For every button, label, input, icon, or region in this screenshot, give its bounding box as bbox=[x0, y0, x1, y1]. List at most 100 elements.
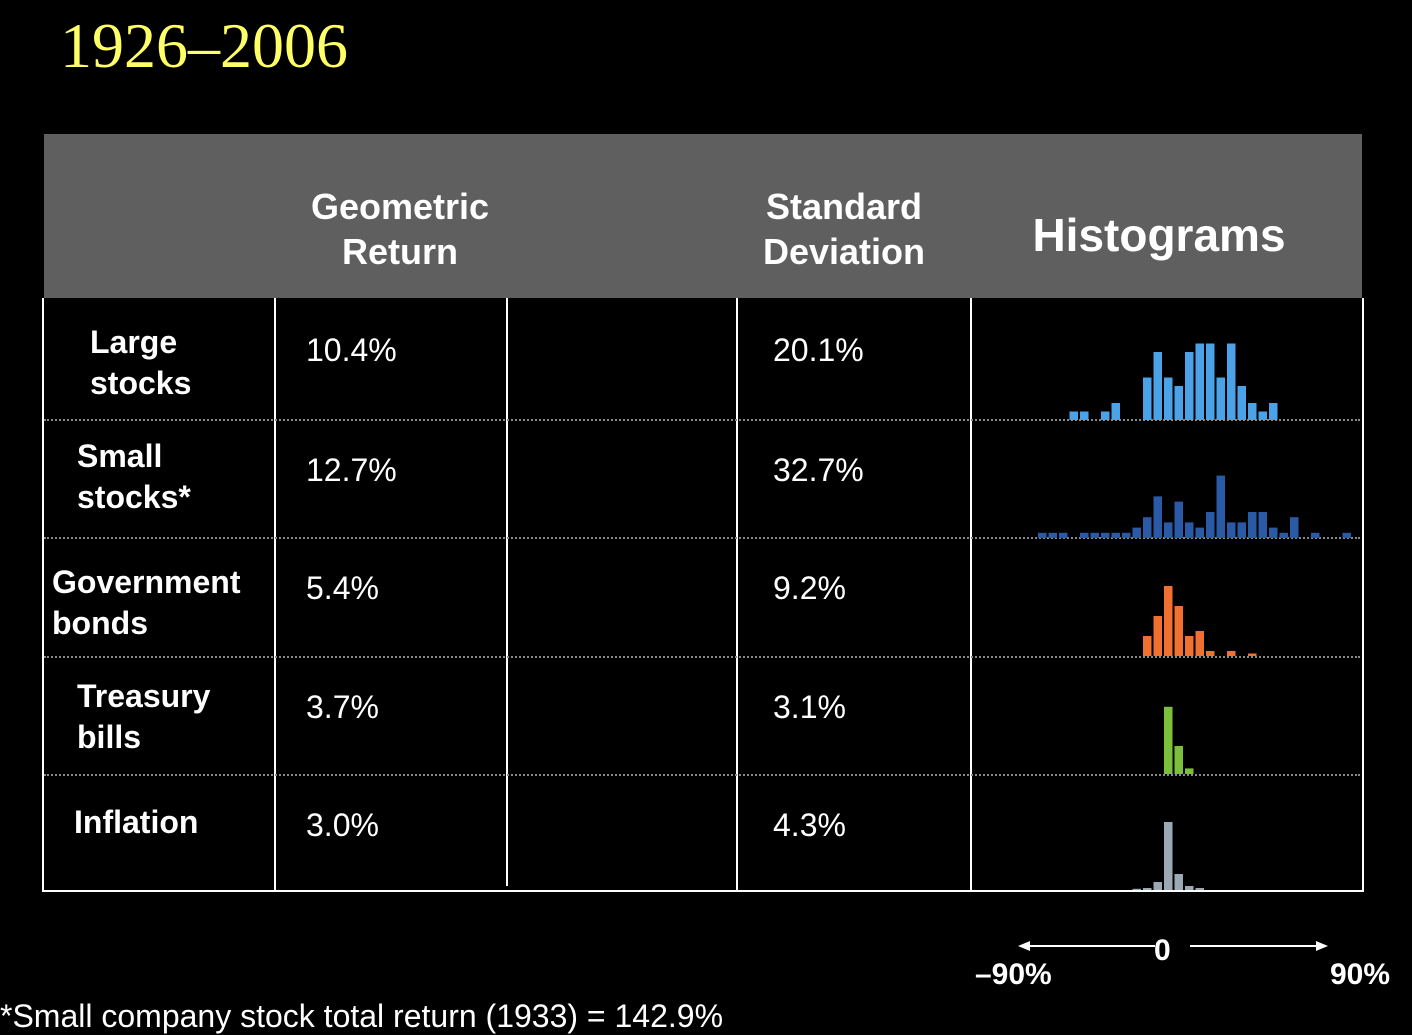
row-label-line: stocks* bbox=[77, 479, 191, 515]
table-body bbox=[42, 298, 1364, 892]
axis-max-label: 90% bbox=[1330, 958, 1391, 991]
row-divider bbox=[44, 774, 1360, 776]
histogram-bar bbox=[1227, 651, 1236, 656]
row-label-line: Inflation bbox=[74, 804, 199, 840]
histogram-bar bbox=[1290, 517, 1299, 538]
footnote: *Small company stock total return (1933)… bbox=[0, 998, 724, 1034]
row-divider bbox=[44, 419, 1360, 421]
std-dev-value: 3.1% bbox=[773, 689, 846, 725]
axis-min-label: –90% bbox=[975, 958, 1052, 991]
histogram-bar bbox=[1248, 653, 1257, 656]
std-dev-value: 32.7% bbox=[773, 452, 864, 488]
histogram-bar bbox=[1206, 343, 1215, 420]
header-histograms: Histograms bbox=[1032, 209, 1286, 261]
histogram-bar bbox=[1164, 706, 1173, 774]
axis-zero-label: 0 bbox=[1154, 934, 1171, 967]
row-label-inflation: Inflation bbox=[74, 802, 198, 843]
histogram-bar bbox=[1164, 586, 1173, 656]
histogram-bar bbox=[1185, 522, 1194, 538]
geometric-return-value: 5.4% bbox=[306, 570, 379, 606]
histogram-bar bbox=[1195, 343, 1204, 420]
histograms-plot bbox=[1038, 343, 1351, 890]
histogram-bar bbox=[1069, 411, 1078, 420]
histogram-bar bbox=[1090, 532, 1099, 538]
arrow-left-icon bbox=[1018, 941, 1030, 951]
histogram-bar bbox=[1143, 377, 1152, 420]
histogram-bar bbox=[1059, 532, 1068, 538]
histogram-bar bbox=[1164, 522, 1173, 538]
histogram-bar bbox=[1195, 888, 1204, 890]
row-label-line: bills bbox=[77, 719, 142, 755]
row-label-treasury-bills: Treasury bills bbox=[77, 676, 210, 758]
histogram-bar bbox=[1216, 475, 1225, 538]
histogram-bar bbox=[1153, 352, 1162, 420]
histogram-bar bbox=[1248, 403, 1257, 420]
histogram-bar bbox=[1101, 532, 1110, 538]
histogram-bar bbox=[1185, 636, 1194, 656]
row-label-line: Government bbox=[52, 564, 241, 600]
histogram-bar bbox=[1143, 888, 1152, 890]
axis-arrows bbox=[1018, 941, 1328, 951]
histogram-bar bbox=[1311, 532, 1320, 538]
histogram-bar bbox=[1185, 768, 1194, 774]
histogram-bar bbox=[1237, 522, 1246, 538]
histogram-bar bbox=[1342, 532, 1351, 538]
row-label-line: stocks bbox=[90, 365, 192, 401]
histogram-bar bbox=[1153, 616, 1162, 656]
geometric-return-value: 3.0% bbox=[306, 807, 379, 843]
histogram-bar bbox=[1164, 822, 1173, 890]
header-std-line2: Deviation bbox=[762, 231, 926, 272]
histogram-bar bbox=[1143, 517, 1152, 538]
histogram-bar bbox=[1174, 501, 1183, 538]
histogram-bar bbox=[1174, 386, 1183, 420]
histogram-bar bbox=[1237, 386, 1246, 420]
column-divider bbox=[970, 298, 972, 890]
geometric-return-value: 12.7% bbox=[306, 452, 397, 488]
histogram-bar bbox=[1164, 377, 1173, 420]
column-divider bbox=[274, 298, 276, 890]
histogram-bar bbox=[1269, 527, 1278, 538]
table-header: Geometric Return Standard Deviation Hist… bbox=[44, 134, 1362, 298]
histogram-bar bbox=[1080, 411, 1089, 420]
histogram-bar bbox=[1080, 532, 1089, 538]
row-label-line: Large bbox=[90, 324, 178, 360]
histogram-bar bbox=[1174, 746, 1183, 774]
histogram-bar bbox=[1111, 532, 1120, 538]
histogram-bar bbox=[1206, 651, 1215, 656]
row-label-line: Treasury bbox=[77, 678, 211, 714]
histogram-bar bbox=[1279, 532, 1288, 538]
histogram-bar bbox=[1101, 411, 1110, 420]
histogram-bar bbox=[1132, 888, 1141, 890]
row-label-government-bonds: Government bonds bbox=[52, 562, 240, 644]
geometric-return-value: 3.7% bbox=[306, 689, 379, 725]
column-divider bbox=[506, 298, 508, 886]
histogram-bar bbox=[1122, 532, 1131, 538]
histogram-bar bbox=[1206, 512, 1215, 538]
histogram-bar bbox=[1195, 631, 1204, 656]
header-standard-deviation: Standard Deviation bbox=[744, 184, 944, 274]
geometric-return-value: 10.4% bbox=[306, 332, 397, 368]
std-dev-value: 9.2% bbox=[773, 570, 846, 606]
header-std-line1: Standard bbox=[765, 186, 923, 227]
histogram-bar bbox=[1153, 882, 1162, 890]
header-geometric-line2: Return bbox=[342, 231, 458, 272]
row-label-small-stocks: Small stocks* bbox=[77, 436, 191, 518]
row-divider bbox=[44, 656, 1360, 658]
histogram-bar bbox=[1038, 532, 1047, 538]
histogram-bar bbox=[1248, 512, 1257, 538]
histogram-bar bbox=[1258, 411, 1267, 420]
histogram-bar bbox=[1111, 403, 1120, 420]
histogram-bar bbox=[1227, 343, 1236, 420]
row-label-large-stocks: Large stocks bbox=[90, 322, 191, 404]
row-label-line: bonds bbox=[52, 605, 148, 641]
histogram-bar bbox=[1216, 377, 1225, 420]
histogram-bar bbox=[1153, 496, 1162, 538]
histogram-bar bbox=[1143, 636, 1152, 656]
histogram-bar bbox=[1174, 606, 1183, 656]
std-dev-value: 20.1% bbox=[773, 332, 864, 368]
histogram-bar bbox=[1185, 352, 1194, 420]
histogram-bar bbox=[1048, 532, 1057, 538]
histogram-bar bbox=[1227, 522, 1236, 538]
histogram-bar bbox=[1269, 403, 1278, 420]
histogram-bar bbox=[1132, 527, 1141, 538]
